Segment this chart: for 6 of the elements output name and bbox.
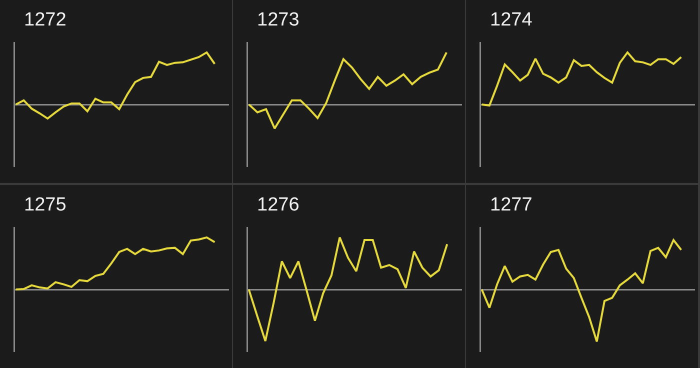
chart-title: 1274 (490, 10, 533, 31)
chart-title: 1277 (490, 194, 532, 216)
chart-title: 1276 (257, 194, 300, 216)
chart-title: 1272 (24, 10, 66, 31)
chart-title: 1275 (24, 194, 66, 216)
chart-title: 1273 (257, 10, 300, 31)
